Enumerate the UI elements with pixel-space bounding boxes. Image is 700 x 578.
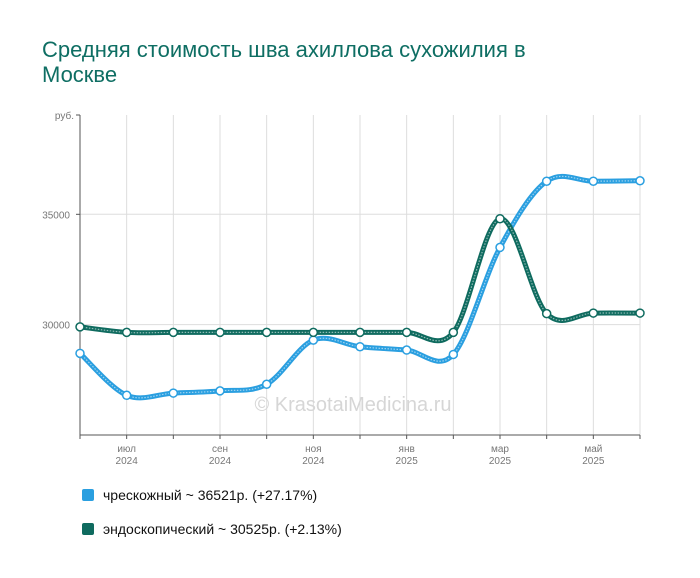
x-tick-label-year: 2025 [489,456,512,467]
data-point[interactable] [588,176,599,186]
data-point[interactable] [75,348,85,359]
data-point[interactable] [308,335,319,345]
data-point[interactable] [168,388,179,398]
grid-vertical [126,115,641,435]
x-tick-label-month: май [584,444,602,455]
data-point[interactable] [355,341,365,352]
legend-label-1: эндоскопический ~ 30525р. (+2.13%) [103,521,342,537]
data-point[interactable] [308,327,319,338]
chart-title: Средняя стоимость шва ахиллова сухожилия… [42,37,526,87]
data-point[interactable] [541,176,552,186]
y-tick-label: 35000 [42,210,70,221]
data-point[interactable] [355,327,365,338]
legend-item-0[interactable]: чрескожный ~ 36521р. (+27.17%) [82,487,317,503]
watermark: © KrasotaiMedicina.ru [254,394,451,416]
series-points[interactable] [75,175,645,401]
data-point[interactable] [448,349,459,360]
data-point[interactable] [168,327,179,338]
data-point[interactable] [121,390,132,401]
data-point[interactable] [121,327,132,338]
legend-swatch-0 [82,489,94,501]
x-tick-label-year: 2024 [209,456,232,467]
data-point[interactable] [495,213,505,224]
data-point[interactable] [495,242,505,253]
data-point[interactable] [448,327,459,338]
y-tick-label: 30000 [42,321,70,332]
x-tick-label-month: янв [399,444,415,455]
data-point[interactable] [541,308,552,319]
data-point[interactable] [215,386,225,396]
x-tick-labels: июл2024сен2024ноя2024янв2025мар2025май20… [116,444,605,467]
x-tick-label-year: 2024 [302,456,325,467]
data-point[interactable] [261,379,272,389]
legend-swatch-1 [82,523,94,535]
axes [76,114,641,439]
data-point[interactable] [401,327,412,338]
x-tick-label-year: 2024 [116,456,139,467]
data-point[interactable] [588,308,599,318]
x-tick-label-year: 2025 [396,456,419,467]
x-tick-label-month: ноя [305,444,322,455]
y-unit-label: руб. [55,110,74,122]
data-point[interactable] [75,322,85,332]
x-tick-label-year: 2025 [582,456,605,467]
legend-label-0: чрескожный ~ 36521р. (+27.17%) [103,487,318,503]
data-point[interactable] [635,308,645,318]
y-tick-labels: руб. 30000 35000 [42,110,74,332]
x-tick-label-month: июл [117,444,136,455]
x-tick-label-month: сен [212,444,228,455]
grid-horizontal [80,213,640,326]
data-point[interactable] [261,327,272,338]
x-tick-label-month: мар [491,444,509,455]
data-point[interactable] [401,345,412,355]
legend-item-1[interactable]: эндоскопический ~ 30525р. (+2.13%) [82,521,342,537]
data-point[interactable] [215,327,225,338]
data-point[interactable] [635,175,645,186]
